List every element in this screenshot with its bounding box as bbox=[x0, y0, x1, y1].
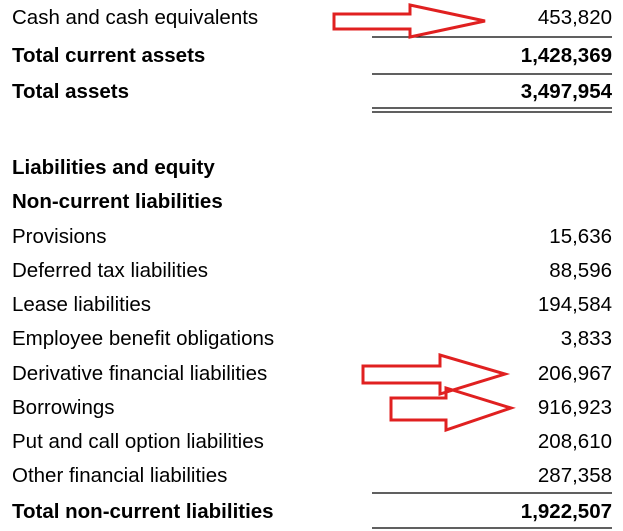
section-heading: Non-current liabilities bbox=[12, 190, 223, 213]
row-label: Other financial liabilities bbox=[12, 464, 228, 487]
arrow bbox=[332, 3, 486, 39]
row-label: Provisions bbox=[12, 225, 107, 248]
row-label: Derivative financial liabilities bbox=[12, 362, 268, 385]
row-label: Lease liabilities bbox=[12, 293, 152, 316]
row-label: Borrowings bbox=[12, 396, 115, 419]
section-heading: Liabilities and equity bbox=[12, 156, 215, 179]
row-value: 15,636 bbox=[549, 225, 612, 248]
row-value: 916,923 bbox=[537, 396, 612, 419]
row-label: Total assets bbox=[12, 80, 129, 103]
row-label: Put and call option liabilities bbox=[12, 430, 264, 453]
row-value: 287,358 bbox=[537, 464, 612, 487]
row-value: 194,584 bbox=[537, 293, 612, 316]
arrow bbox=[361, 352, 511, 397]
rules bbox=[372, 36, 612, 529]
row-label: Cash and cash equivalents bbox=[12, 6, 259, 29]
row-label: Employee benefit obligations bbox=[12, 327, 275, 350]
row-label: Deferred tax liabilities bbox=[12, 259, 208, 282]
row-value: 206,967 bbox=[537, 362, 612, 385]
row-label: Total non-current liabilities bbox=[12, 500, 274, 523]
row-label: Total current assets bbox=[12, 44, 206, 67]
row-value: 88,596 bbox=[549, 259, 612, 282]
row-value: 453,820 bbox=[537, 6, 612, 29]
arrows bbox=[332, 3, 516, 433]
row-value: 1,922,507 bbox=[520, 500, 612, 523]
arrow bbox=[389, 385, 516, 433]
row-value: 3,497,954 bbox=[520, 80, 612, 103]
row-value: 208,610 bbox=[537, 430, 612, 453]
row-value: 1,428,369 bbox=[520, 44, 612, 67]
row-value: 3,833 bbox=[560, 327, 612, 350]
